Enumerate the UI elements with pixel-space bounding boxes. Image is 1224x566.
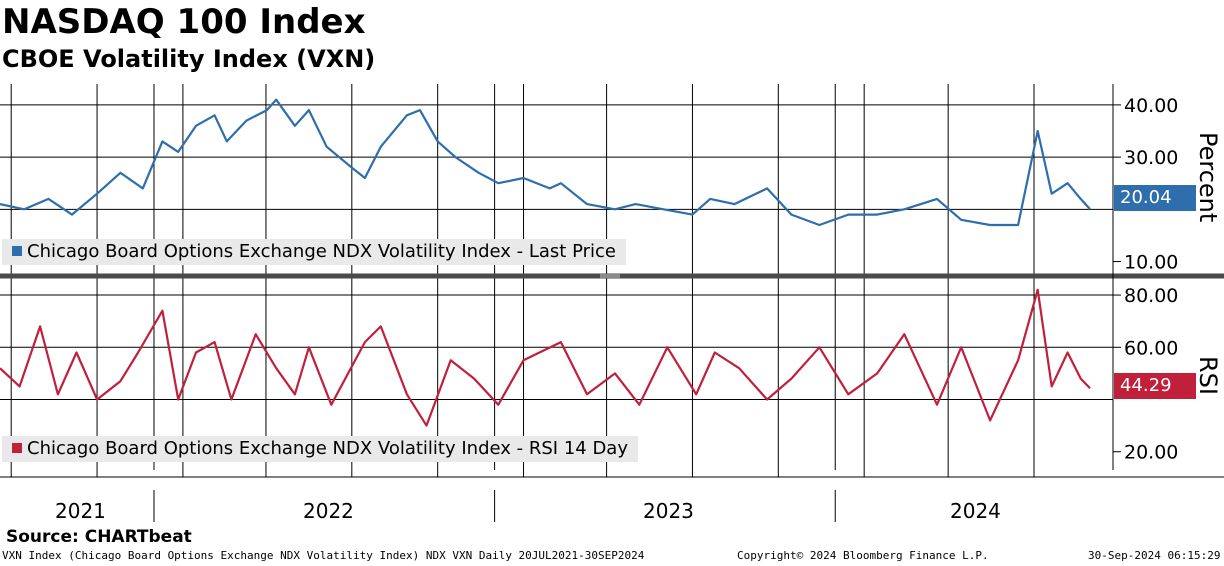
source-note: Source: CHARTbeat — [6, 527, 192, 547]
price-y-ticks: 10.00 30.00 40.00 — [1113, 95, 1178, 274]
x-tick-label-2021: 2021 — [55, 499, 106, 523]
chart-title: NASDAQ 100 Index — [2, 2, 366, 42]
price-y-tick-label: 30.00 — [1124, 147, 1178, 169]
price-legend-swatch — [12, 246, 22, 256]
rsi-axis-label: RSI — [1194, 356, 1222, 395]
footer-timestamp: 30-Sep-2024 06:15:29 — [1088, 549, 1221, 562]
rsi-panel-grid — [0, 294, 1113, 400]
price-last-value-tag: 20.04 — [1114, 185, 1196, 211]
panel-divider-grip[interactable] — [600, 274, 620, 278]
price-legend-label: Chicago Board Options Exchange NDX Volat… — [27, 241, 616, 262]
price-legend: Chicago Board Options Exchange NDX Volat… — [2, 239, 626, 265]
footer-description: VXN Index (Chicago Board Options Exchang… — [2, 549, 645, 562]
x-tick-label-2023: 2023 — [643, 499, 694, 523]
rsi-legend-label: Chicago Board Options Exchange NDX Volat… — [27, 438, 628, 459]
price-series-line — [0, 98, 1091, 227]
rsi-y-tick-label: 20.00 — [1124, 442, 1178, 464]
rsi-y-ticks: 20.00 60.00 80.00 — [1113, 285, 1178, 464]
rsi-series-line — [0, 288, 1091, 427]
rsi-last-value-tag: 44.29 — [1114, 373, 1196, 399]
price-axis-label: Percent — [1194, 132, 1222, 223]
x-tick-label-2024: 2024 — [950, 499, 1001, 523]
rsi-legend-swatch — [12, 443, 22, 453]
rsi-y-tick-label: 80.00 — [1124, 285, 1178, 307]
price-panel-grid — [0, 104, 1113, 210]
price-y-tick-label: 40.00 — [1124, 95, 1178, 117]
price-y-tick-label: 10.00 — [1124, 252, 1178, 274]
footer-copyright: Copyright© 2024 Bloomberg Finance L.P. — [737, 549, 989, 562]
rsi-y-tick-label: 60.00 — [1124, 337, 1178, 359]
rsi-legend: Chicago Board Options Exchange NDX Volat… — [2, 436, 638, 462]
chart-subtitle: CBOE Volatility Index (VXN) — [2, 45, 376, 73]
x-tick-label-2022: 2022 — [303, 499, 354, 523]
